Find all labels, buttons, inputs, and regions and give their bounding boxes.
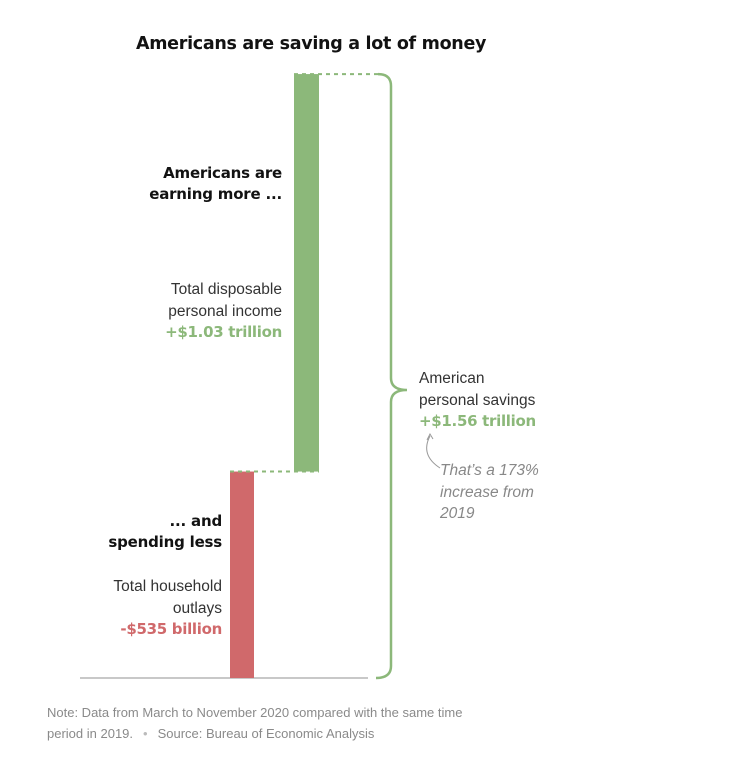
bar-household-outlays [230,471,254,678]
spending-heading-line2: spending less [108,533,222,551]
income-heading-line1: Americans are [163,164,282,182]
source-text: Source: Bureau of Economic Analysis [157,726,375,741]
spending-label: Total household outlays -$535 billion [113,576,222,641]
note-period: period in 2019. [47,726,134,741]
spending-desc-line1: Total household [113,578,222,595]
income-heading-line2: earning more ... [149,185,282,203]
annotation-line1: That’s a 173% [440,462,539,479]
savings-brace [375,72,408,680]
income-desc-line1: Total disposable [170,281,282,298]
income-heading: Americans are earning more ... [149,163,282,205]
savings-desc-line1: American [419,370,485,387]
separator-dot: • [143,726,148,741]
income-label: Total disposable personal income +$1.03 … [165,279,282,344]
spending-heading-line1: ... and [169,512,223,530]
annotation-arrow [426,435,441,469]
annotation-line3: 2019 [440,505,475,522]
note-line2: period in 2019. • Source: Bureau of Econom… [47,723,462,744]
chart-title: Americans are saving a lot of money [136,34,487,54]
bar-disposable-income [294,74,319,472]
savings-value: +$1.56 trillion [419,412,536,430]
note-line1: Note: Data from March to November 2020 c… [47,705,463,720]
savings-label: American personal savings +$1.56 trillio… [419,368,536,433]
increase-annotation: That’s a 173% increase from 2019 [440,460,539,525]
income-value: +$1.03 trillion [165,323,282,341]
savings-desc-line2: personal savings [419,391,536,409]
spending-heading: ... and spending less [108,511,222,553]
annotation-line2: increase from [440,483,534,501]
income-desc-line2: personal income [168,302,282,320]
spending-value: -$535 billion [120,620,222,638]
annotation-arrowhead [426,432,434,441]
spending-desc-line2: outlays [172,599,222,617]
footer-note: Note: Data from March to November 2020 c… [47,702,462,744]
